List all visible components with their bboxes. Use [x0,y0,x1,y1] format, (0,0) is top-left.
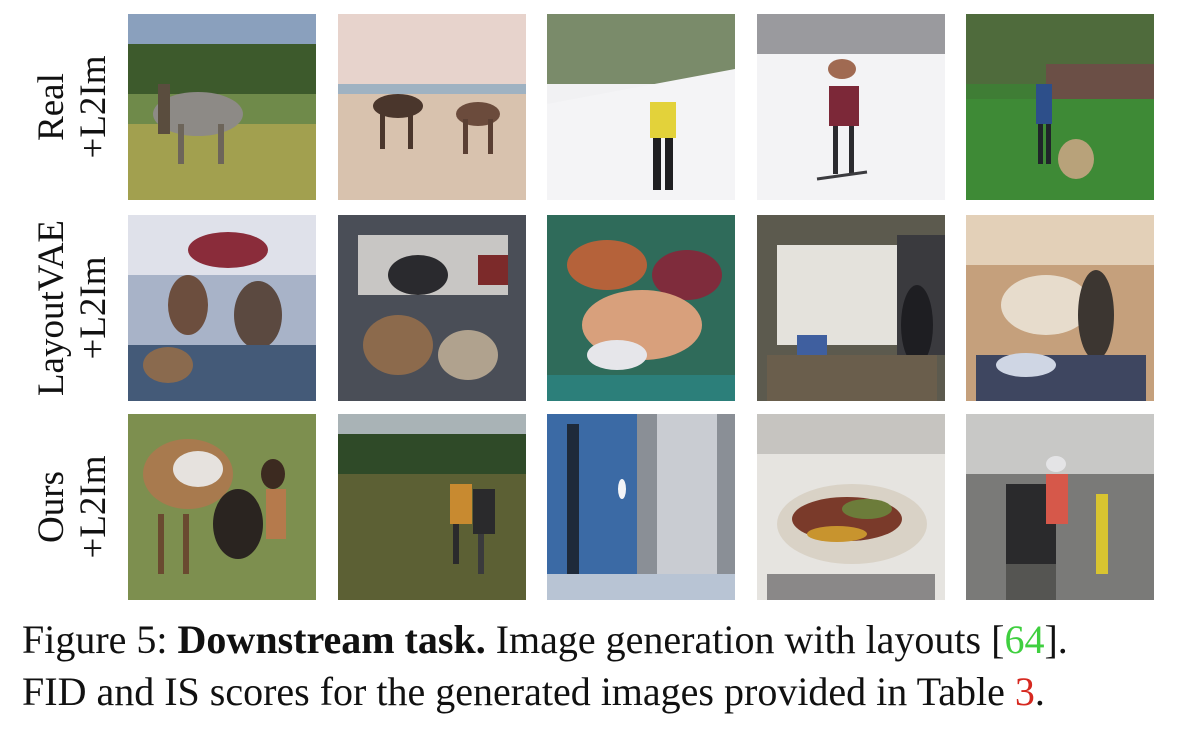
image-ours-1 [128,414,316,600]
image-ours-4 [757,414,945,600]
row-label-ours: Ours +L2Im [28,414,118,600]
caption-line2-text: FID and IS scores for the generated imag… [22,669,1015,714]
image-real-4 [757,14,945,200]
image-layoutvae-1 [128,215,316,401]
caption-line-1: Figure 5: Downstream task. Image generat… [22,614,1172,666]
caption-line2-end: . [1034,669,1045,714]
image-real-5 [966,14,1154,200]
image-layoutvae-5 [966,215,1154,401]
row-label-real: Real +L2Im [28,14,118,200]
caption-line-2: FID and IS scores for the generated imag… [22,666,1172,718]
image-real-2 [338,14,526,200]
row-label-layoutvae: LayoutVAE +L2Im [28,215,118,401]
row-label-line: LayoutVAE [31,219,72,397]
row-label-line: +L2Im [73,256,114,360]
row-label-line: Ours [31,471,72,543]
image-layoutvae-4 [757,215,945,401]
citation-link[interactable]: 64 [1004,617,1045,662]
image-ours-3 [547,414,735,600]
row-label-line: +L2Im [73,455,114,559]
image-layoutvae-3 [547,215,735,401]
caption-bold-title: Downstream task. [177,617,486,662]
table-reference-link[interactable]: 3 [1014,669,1035,714]
caption-prefix: Figure 5: [22,617,178,662]
row-label-line: Real [31,73,72,141]
caption-line1-text: Image generation with layouts [ [485,617,1005,662]
row-label-line: +L2Im [73,55,114,159]
image-ours-2 [338,414,526,600]
image-real-1 [128,14,316,200]
image-layoutvae-2 [338,215,526,401]
image-real-3 [547,14,735,200]
image-ours-5 [966,414,1154,600]
caption-line1-end: ]. [1044,617,1068,662]
figure-caption: Figure 5: Downstream task. Image generat… [22,614,1172,718]
